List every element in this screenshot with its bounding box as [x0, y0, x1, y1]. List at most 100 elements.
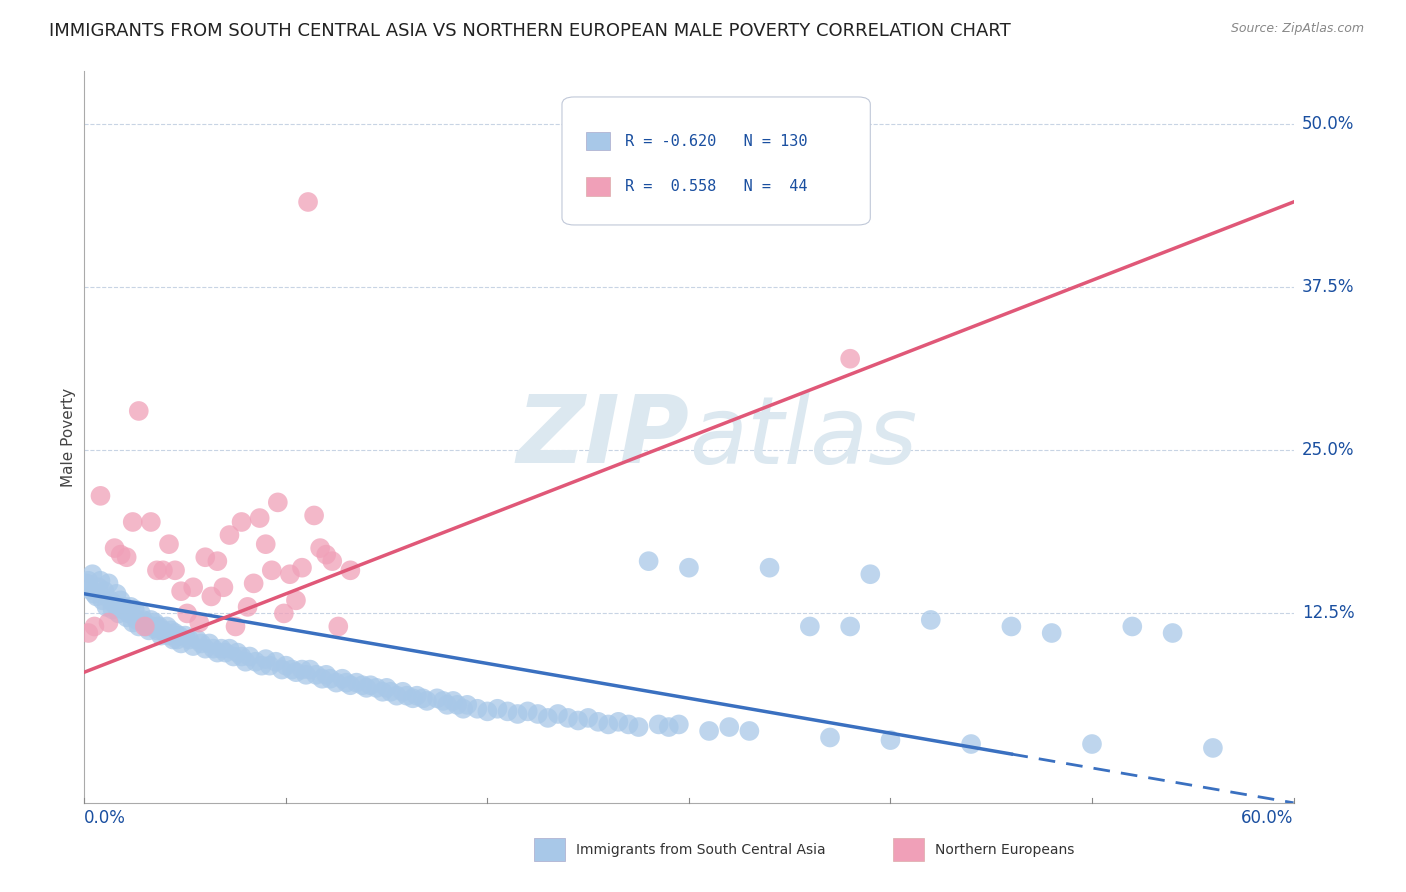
Point [325, 675, 347, 690]
Point [124, 602, 146, 616]
FancyBboxPatch shape [586, 178, 610, 195]
Point [416, 694, 439, 708]
Point [259, 658, 281, 673]
Point [406, 689, 429, 703]
Point [254, 537, 277, 551]
Point [110, 548, 132, 562]
Point [157, 629, 180, 643]
Point [380, 685, 402, 699]
Point [278, 567, 301, 582]
Point [302, 508, 325, 523]
Point [627, 720, 650, 734]
Point [391, 685, 413, 699]
Point [527, 706, 550, 721]
Point [648, 717, 671, 731]
Point [89, 489, 111, 503]
Point [152, 624, 174, 638]
Point [77, 574, 100, 588]
Point [97, 576, 120, 591]
Point [295, 667, 318, 682]
Point [239, 649, 262, 664]
Point [176, 607, 198, 621]
Point [194, 550, 217, 565]
Point [451, 702, 474, 716]
Text: ZIP: ZIP [516, 391, 689, 483]
Point [162, 632, 184, 647]
Point [236, 599, 259, 614]
Text: Source: ZipAtlas.com: Source: ZipAtlas.com [1230, 22, 1364, 36]
Point [87, 580, 110, 594]
Point [467, 702, 489, 716]
Text: 37.5%: 37.5% [1302, 278, 1354, 296]
Point [121, 515, 143, 529]
Point [267, 495, 290, 509]
Point [157, 537, 180, 551]
Point [311, 672, 333, 686]
Point [89, 574, 111, 588]
Point [93, 584, 115, 599]
Point [111, 602, 134, 616]
Point [83, 619, 105, 633]
Point [179, 632, 201, 647]
Point [260, 563, 283, 577]
Point [486, 702, 509, 716]
Point [107, 607, 129, 621]
Point [567, 714, 589, 728]
Point [1161, 626, 1184, 640]
Point [588, 714, 610, 729]
Y-axis label: Male Poverty: Male Poverty [60, 387, 76, 487]
Point [250, 658, 273, 673]
Point [339, 678, 361, 692]
Point [339, 563, 361, 577]
Text: IMMIGRANTS FROM SOUTH CENTRAL ASIA VS NORTHERN EUROPEAN MALE POVERTY CORRELATION: IMMIGRANTS FROM SOUTH CENTRAL ASIA VS NO… [49, 22, 1011, 40]
Point [105, 587, 128, 601]
FancyBboxPatch shape [586, 132, 610, 151]
Point [218, 641, 240, 656]
Point [166, 632, 188, 647]
Point [281, 663, 304, 677]
Point [79, 582, 101, 597]
Point [188, 615, 211, 630]
Point [1000, 619, 1022, 633]
Point [537, 711, 560, 725]
Point [598, 717, 620, 731]
Point [516, 705, 538, 719]
Point [231, 649, 253, 664]
Point [385, 689, 408, 703]
Point [218, 528, 240, 542]
Point [77, 626, 100, 640]
Point [678, 560, 700, 574]
Point [297, 194, 319, 209]
Point [249, 511, 271, 525]
Point [115, 550, 138, 565]
Point [432, 694, 454, 708]
Point [607, 714, 630, 729]
Point [697, 723, 720, 738]
Point [738, 723, 761, 738]
Point [170, 584, 193, 599]
Point [174, 629, 197, 643]
Point [153, 626, 176, 640]
Point [202, 641, 225, 656]
Point [115, 610, 138, 624]
Point [146, 563, 169, 577]
Point [104, 541, 127, 555]
Point [231, 515, 253, 529]
Point [1081, 737, 1104, 751]
Point [1121, 619, 1143, 633]
Point [315, 667, 337, 682]
Point [128, 619, 150, 633]
Point [101, 602, 124, 616]
Point [134, 619, 156, 633]
Point [207, 554, 229, 568]
Point [235, 655, 257, 669]
Point [146, 624, 169, 638]
Point [82, 567, 104, 582]
Point [128, 404, 150, 418]
Point [138, 624, 160, 638]
Point [254, 652, 277, 666]
Point [104, 597, 127, 611]
Point [181, 639, 204, 653]
Point [576, 711, 599, 725]
Text: Immigrants from South Central Asia: Immigrants from South Central Asia [576, 843, 827, 856]
